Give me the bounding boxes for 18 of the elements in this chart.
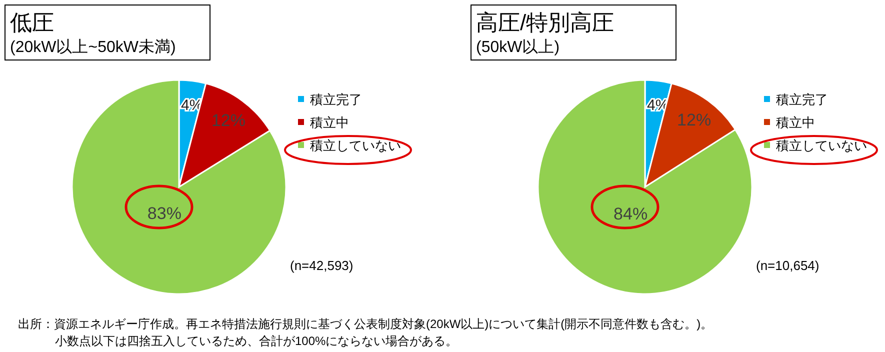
chart-title: 低圧: [10, 10, 54, 35]
legend-label: 積立していない: [776, 138, 867, 153]
text: (n=10,654): [756, 258, 820, 273]
legend-label: 積立完了: [776, 92, 828, 107]
chart-subtitle: (20kW以上~50kW未満): [10, 38, 176, 56]
chart-title: 高圧/特別高圧: [476, 10, 614, 35]
legend-label: 積立していない: [310, 138, 401, 153]
legend-label: 積立中: [776, 115, 815, 130]
data-label: 83%: [147, 204, 182, 224]
data-label: 12%: [677, 110, 712, 130]
legend-label: 積立完了: [310, 92, 362, 107]
text: (n=42,593): [290, 258, 354, 273]
data-label: 12%: [211, 110, 246, 130]
chart-subtitle: (50kW以上): [476, 38, 560, 56]
legend-label: 積立中: [310, 115, 349, 130]
text: 出所：資源エネルギー庁作成。再エネ特措法施行規則に基づく公表制度対象(20kW以上)について集計(開示不同意件数も含む。)。: [18, 317, 713, 331]
text: 小数点以下は四捨五入しているため、合計が100%にならない場合がある。: [55, 334, 458, 348]
data-label: 84%: [614, 204, 648, 224]
